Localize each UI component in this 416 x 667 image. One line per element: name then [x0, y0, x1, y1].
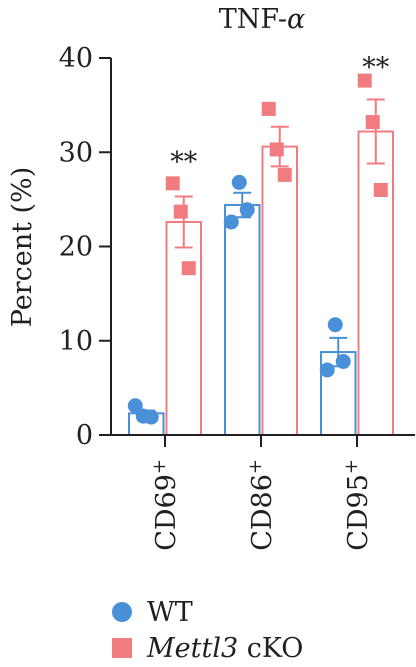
- x-tick-label: CD69+: [149, 459, 182, 551]
- plot-area: ** **: [127, 53, 394, 437]
- bar: [165, 220, 202, 436]
- x-tick-label-sup: +: [341, 459, 362, 474]
- data-point: [335, 353, 351, 369]
- data-point: [277, 167, 292, 182]
- x-tick-label: CD86+: [245, 459, 278, 551]
- legend-label-italic: Mettl3: [146, 633, 238, 664]
- y-tick-label: 0: [76, 420, 93, 451]
- data-point: [181, 261, 196, 276]
- y-tick-label: 40: [59, 43, 93, 74]
- data-point: [373, 182, 388, 197]
- y-tick-label: 20: [59, 232, 93, 263]
- legend-label-rest: cKO: [238, 633, 303, 664]
- significance-label: **: [362, 53, 390, 84]
- x-tick-label: CD95+: [341, 459, 374, 551]
- data-point: [365, 115, 380, 130]
- data-point: [127, 398, 143, 414]
- chart-title-text: TNF-: [219, 4, 287, 35]
- data-point: [261, 101, 276, 116]
- data-point: [223, 214, 239, 230]
- y-axis-label: Percent (%): [7, 167, 38, 327]
- bar: [224, 204, 261, 436]
- x-tick-label-sup: +: [245, 459, 266, 474]
- x-tick-label-base: CD95: [343, 474, 374, 551]
- legend: WT Mettl3 cKO: [112, 597, 303, 664]
- legend-marker-wt: [112, 602, 132, 622]
- y-tick-label: 30: [59, 137, 93, 168]
- data-point: [239, 202, 255, 218]
- legend-marker-cko: [112, 638, 132, 658]
- data-point: [319, 362, 335, 378]
- legend-label: WT: [147, 597, 193, 628]
- y-tick-label: 10: [59, 326, 93, 357]
- significance-label: **: [170, 147, 198, 178]
- data-point: [269, 142, 284, 157]
- data-point: [357, 73, 372, 88]
- x-tick-label-sup: +: [149, 459, 170, 474]
- data-point: [165, 176, 180, 191]
- chart-title-symbol: α: [287, 4, 305, 35]
- data-point: [173, 204, 188, 219]
- legend-label: Mettl3 cKO: [146, 633, 303, 664]
- x-tick-label-base: CD69: [151, 474, 182, 551]
- y-axis: 0 10 20 30 40: [59, 43, 112, 451]
- x-axis: CD69+CD86+CD95+: [111, 434, 415, 551]
- bar: [261, 145, 298, 436]
- data-point: [231, 174, 247, 190]
- data-point: [143, 409, 159, 425]
- x-tick-label-base: CD86: [247, 474, 278, 551]
- bar: [357, 130, 394, 436]
- data-point: [327, 317, 343, 333]
- chart-title: TNF-α: [219, 4, 306, 35]
